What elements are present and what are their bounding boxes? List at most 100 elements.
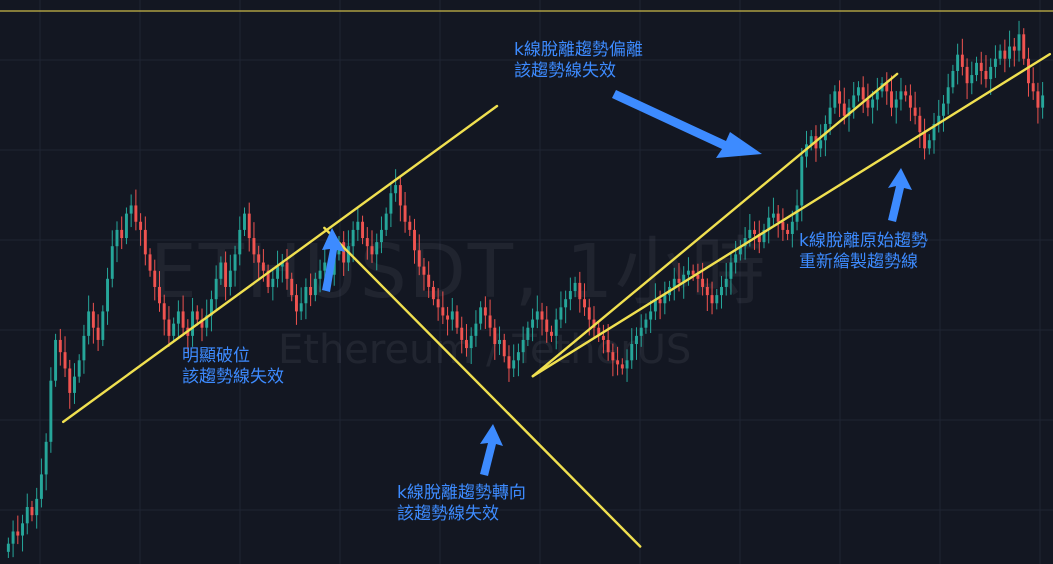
candle-body (403, 205, 407, 222)
annotations: 明顯破位 該趨勢線失效 k線脫離趨勢轉向 該趨勢線失效 k線脫離趨勢偏離 該趨勢… (182, 40, 933, 524)
candle-body (252, 238, 256, 255)
candle-body (115, 229, 119, 247)
candle-body (932, 123, 936, 141)
candle-body (238, 229, 242, 255)
candle-body (91, 311, 95, 328)
candle-body (573, 282, 577, 292)
candle-body (143, 229, 147, 255)
candle-body (705, 286, 709, 296)
candle-body (649, 311, 653, 320)
candle-body (800, 156, 804, 206)
candle-body (724, 278, 728, 287)
candle-body (167, 319, 171, 336)
candle-body (993, 58, 997, 67)
candle-body (483, 307, 487, 316)
candle-body (1041, 95, 1045, 108)
annotation-reverse: k線脫離趨勢轉向 該趨勢線失效 (397, 483, 531, 524)
candle-body (894, 99, 898, 108)
candle-body (677, 278, 681, 283)
candle-body (465, 339, 468, 349)
candle-body (408, 221, 412, 230)
candle-body (493, 327, 497, 345)
candle-body (436, 299, 440, 308)
candle-body (299, 303, 303, 312)
candle-body (583, 299, 586, 308)
candle-body (139, 221, 143, 230)
candle-body (417, 250, 421, 267)
candle-body (49, 380, 53, 442)
candle-body (209, 299, 213, 316)
candle-body (172, 323, 176, 336)
candle-body (927, 140, 931, 149)
candle-body (776, 213, 780, 222)
arrow-up-icon (322, 228, 345, 292)
candle-body (280, 262, 284, 267)
candle-body (564, 299, 568, 308)
candle-body (110, 246, 114, 279)
annotation-arrows (322, 90, 912, 476)
candle-body (318, 270, 322, 279)
candle-body (44, 441, 48, 475)
candle-body (361, 221, 365, 239)
candle-body (205, 315, 209, 328)
candle-body (757, 233, 761, 243)
candle-body (469, 335, 473, 349)
candle-body (1003, 50, 1007, 59)
candle-body (124, 213, 128, 239)
candle-body (247, 213, 251, 239)
annotation-deviate: k線脫離趨勢偏離 該趨勢線失效 (514, 40, 648, 81)
candle-body (365, 238, 369, 247)
candle-body (101, 311, 105, 340)
candle-body (866, 99, 870, 108)
candle-body (630, 344, 634, 361)
candle-body (11, 531, 15, 544)
candle-body (474, 323, 478, 336)
candle-body (696, 274, 700, 279)
arrow-right-down-icon (612, 90, 762, 158)
candle-body (819, 140, 823, 149)
candle-body (923, 132, 927, 149)
candle-body (762, 229, 766, 243)
candle-body (738, 246, 742, 255)
trendline (61, 104, 499, 424)
candle-body (323, 262, 327, 271)
candle-body (710, 295, 714, 304)
candle-body (601, 335, 605, 340)
candle-body (379, 229, 383, 243)
candle-body (729, 262, 733, 279)
candle-body (413, 229, 416, 251)
candle-body (795, 205, 799, 222)
candle-body (568, 291, 572, 300)
candle-body (6, 543, 10, 552)
candle-body (885, 83, 889, 92)
candle-body (984, 70, 988, 80)
candle-body (682, 274, 686, 283)
candle-body (620, 364, 624, 369)
candle-body (200, 319, 204, 328)
candle-body (526, 327, 530, 340)
candle-body (998, 50, 1002, 59)
candle-body (644, 319, 648, 328)
candle-body (73, 376, 76, 393)
candle-body (243, 213, 246, 230)
candle-body (989, 66, 993, 80)
candle-body (550, 331, 553, 336)
candle-body (521, 339, 525, 353)
candle-body (743, 238, 747, 247)
candle-body (427, 274, 431, 287)
candle-body (446, 315, 450, 320)
candle-body (545, 319, 549, 332)
candle-body (148, 254, 152, 271)
candle-body (946, 87, 950, 104)
candle-body (852, 95, 856, 108)
arrow-up-icon (480, 424, 503, 476)
candle-body (63, 352, 67, 369)
candle-body (35, 498, 39, 516)
arrow-up-icon (888, 168, 912, 222)
candle-body (120, 229, 124, 239)
candle-body (833, 91, 837, 108)
candle-body (899, 91, 903, 100)
annotation-redraw: k線脫離原始趨勢 重新繪製趨勢線 (799, 231, 933, 272)
candle-body (842, 103, 846, 116)
